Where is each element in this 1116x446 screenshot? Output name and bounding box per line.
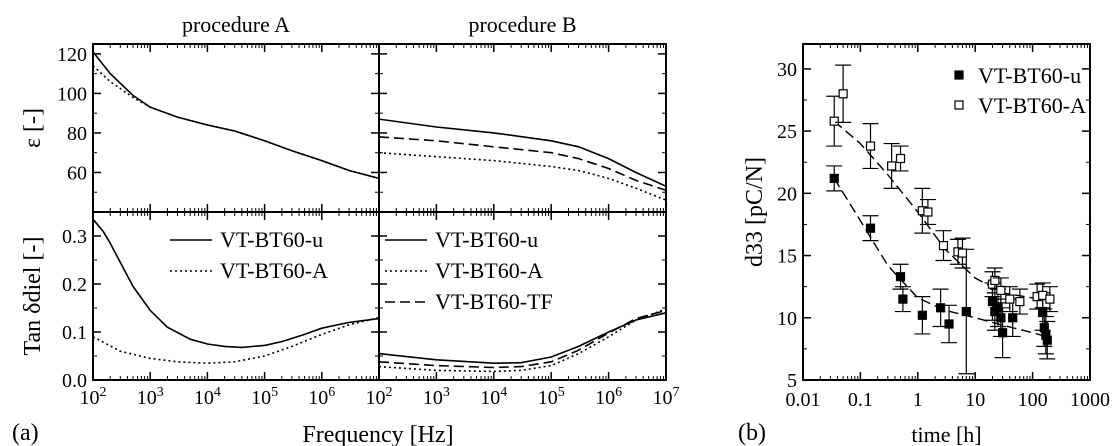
d33-point-a: [990, 275, 1000, 286]
d33-point-a: [1045, 294, 1055, 304]
tan-B-legend-label: VT-BT60-A: [435, 258, 543, 283]
d33-legend-marker: [954, 100, 964, 110]
tan-A-plot: 0.0 0.1 0.2 0.3: [62, 211, 380, 392]
eps-A-plot: 60 80 100 120: [57, 43, 380, 213]
y-label-tan-delta: Tan δdiel [-]: [20, 237, 46, 356]
d33-frame: [802, 43, 1091, 381]
panel-b: 0.01 0.1 1 10 100 1000 5 10 15 20 25 30 VT-BT60-u VT-…: [742, 43, 1110, 446]
eps-A-y-tick-label: 120: [57, 44, 87, 66]
d33-plot: 0.01 0.1 1 10 100 1000 5 10 15 20 25 30 VT-BT60-u VT-…: [742, 43, 1110, 446]
d33-x-tick-label: 0.1: [848, 389, 873, 411]
eps-B-series-vt-bt60-tf: [378, 136, 667, 192]
d33-y-tick-label: 30: [777, 59, 797, 81]
d33-point-a: [887, 161, 897, 171]
d33-point-a: [895, 153, 906, 164]
d33-point-u: [1042, 335, 1052, 345]
tan-A-y-tick-label: 0.1: [62, 322, 87, 344]
title-procedure-b: procedure B: [468, 12, 576, 37]
eps-B-series-vt-bt60-u: [378, 118, 667, 188]
d33-legend-marker: [954, 70, 964, 80]
tan-B-legend-label: VT-BT60-TF: [435, 289, 553, 314]
panel-a: 60 80 100 120 0.0 0.1 0.2 0.3 procedure A procedu…: [20, 12, 680, 409]
d33-point-a: [1005, 294, 1015, 304]
d33-point-u: [898, 294, 908, 304]
d33-point-a: [838, 89, 848, 99]
x-tick-label-a: 104: [194, 385, 221, 409]
d33-point-u: [944, 319, 954, 329]
d33-legend-label: VT-BT60-A: [978, 93, 1086, 118]
d33-x-tick-label: 100: [1018, 389, 1048, 411]
d33-point-a: [957, 248, 968, 258]
tan-A-legend-label: VT-BT60-A: [220, 258, 328, 283]
d33-y-tick-label: 25: [777, 121, 797, 143]
x-tick-label-a: 102: [80, 385, 107, 409]
panel-label-a: (a): [12, 420, 39, 446]
d33-x-tick-label: 0.01: [786, 389, 821, 411]
x-tick-label-a: 106: [308, 385, 335, 409]
eps-A-series-vt-bt60-a: [92, 65, 380, 180]
eps-B-frame: [378, 43, 667, 213]
y-label-epsilon: ε [-]: [20, 108, 46, 148]
x-tick-label-b: 105: [538, 385, 565, 409]
tan-B-frame: [378, 211, 667, 381]
d33-point-u: [917, 310, 927, 320]
d33-point-a: [1015, 297, 1025, 307]
tan-A-y-tick-label: 0.3: [62, 226, 87, 248]
title-procedure-a: procedure A: [182, 12, 290, 37]
d33-point-u: [865, 223, 876, 233]
d33-point-u: [997, 328, 1008, 338]
d33-y-tick-label: 5: [787, 370, 797, 392]
d33-x-tick-label: 1: [913, 389, 923, 411]
x-tick-label-b: 102: [366, 385, 393, 409]
d33-point-a: [996, 285, 1006, 295]
x-tick-label-b: 107: [653, 385, 680, 409]
tan-B-series-vt-bt60-a: [378, 308, 667, 373]
tan-B-legend-label: VT-BT60-u: [435, 227, 538, 252]
d33-point-a: [923, 207, 933, 217]
x-tick-label-b: 106: [595, 385, 622, 409]
d33-point-u: [961, 306, 971, 317]
d33-y-tick-label: 20: [777, 183, 797, 205]
eps-A-y-tick-label: 60: [67, 162, 87, 184]
d33-point-a: [829, 116, 839, 126]
x-tick-label-b: 104: [480, 385, 507, 409]
d33-point-a: [865, 141, 876, 151]
d33-point-u: [936, 303, 946, 313]
eps-B-series-vt-bt60-a: [378, 151, 667, 201]
shared-x-axis-label: Frequency [Hz]: [302, 422, 453, 446]
eps-A-y-tick-label: 80: [67, 123, 87, 145]
d33-x-label: time [h]: [911, 422, 981, 446]
d33-trend-line: [833, 178, 1051, 339]
eps-A-frame: [92, 43, 380, 213]
tan-B-series-vt-bt60-u: [378, 312, 667, 365]
d33-point-u: [996, 313, 1006, 323]
tan-A-series-vt-bt60-u: [92, 218, 380, 349]
x-tick-label-a: 105: [251, 385, 278, 409]
eps-A-y-tick-label: 100: [57, 83, 87, 105]
tan-A-legend-label: VT-BT60-u: [220, 227, 323, 252]
d33-point-u: [895, 272, 906, 282]
d33-y-tick-label: 15: [777, 246, 797, 268]
eps-A-series-vt-bt60-u: [92, 51, 380, 180]
tan-A-series-vt-bt60-a: [92, 316, 380, 365]
d33-legend-label: VT-BT60-u: [978, 63, 1081, 88]
d33-point-u: [1008, 313, 1018, 323]
d33-point-u: [829, 173, 839, 183]
d33-point-a: [938, 241, 949, 251]
tan-B-plot: [378, 211, 667, 381]
d33-y-label: d33 [pC/N]: [742, 157, 768, 267]
tan-A-y-tick-label: 0.2: [62, 274, 87, 296]
panel-label-b: (b): [738, 420, 766, 446]
d33-x-tick-label: 1000: [1070, 389, 1110, 411]
eps-B-plot: [378, 43, 667, 213]
x-tick-label-b: 103: [423, 385, 450, 409]
d33-x-tick-label: 10: [965, 389, 985, 411]
d33-point-u: [987, 297, 998, 307]
tan-B-series-vt-bt60-tf: [378, 309, 667, 369]
d33-y-tick-label: 10: [777, 308, 797, 330]
x-tick-label-a: 103: [137, 385, 164, 409]
tan-A-y-tick-label: 0.0: [62, 370, 87, 392]
